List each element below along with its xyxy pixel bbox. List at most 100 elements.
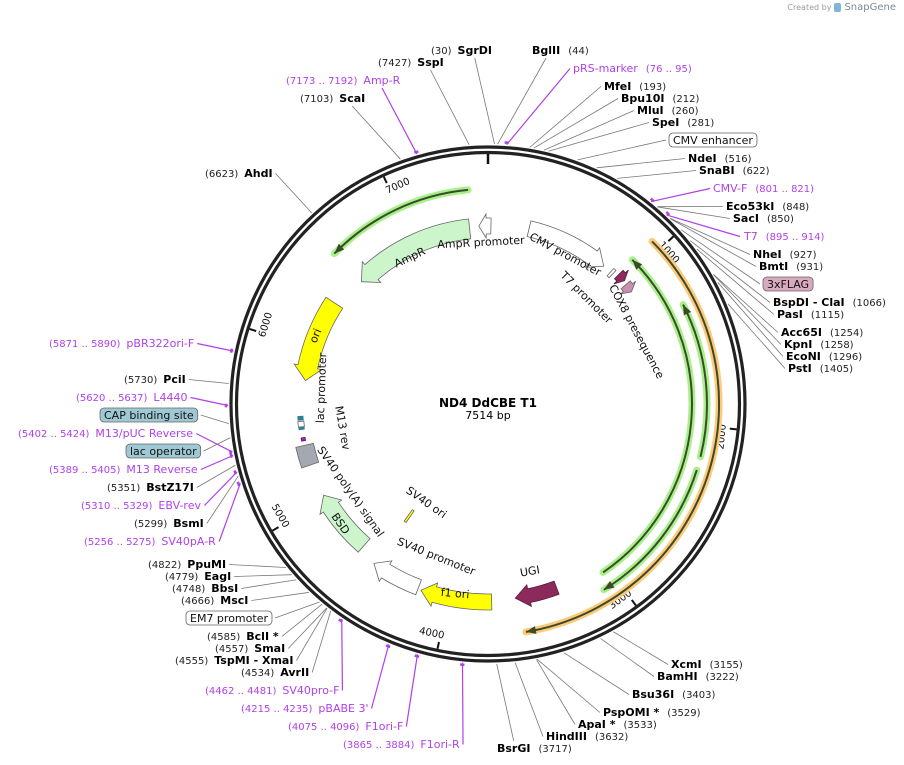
label-name: HindIII <box>546 730 587 743</box>
orf-arc[interactable] <box>600 466 701 594</box>
feature-sv40-promoter[interactable] <box>373 560 422 596</box>
primer-binding-mark[interactable] <box>236 481 241 487</box>
primer-binding-mark[interactable] <box>414 654 420 659</box>
enzyme-site-label[interactable]: MluI (260) <box>637 104 699 117</box>
enzyme-site-label[interactable]: NdeI (516) <box>688 152 752 165</box>
enzyme-site-label[interactable]: NheI (927) <box>753 248 817 261</box>
primer-binding-mark[interactable] <box>229 453 233 458</box>
enzyme-site-label[interactable]: (4534) AvrII <box>241 666 309 679</box>
primer-binding-mark[interactable] <box>228 449 233 456</box>
enzyme-site-label[interactable]: ApaI * (3533) <box>578 718 657 731</box>
feature-label[interactable]: ori <box>307 327 325 345</box>
enzyme-site-label[interactable]: (4557) SmaI <box>215 642 285 655</box>
feature-bsd[interactable] <box>319 494 371 553</box>
feature-box-cap-binding-site[interactable]: CAP binding site <box>99 407 199 423</box>
enzyme-site-label[interactable]: EcoNI (1296) <box>786 350 862 363</box>
feature-ugi[interactable] <box>514 580 560 608</box>
enzyme-site-label[interactable]: SacI (850) <box>733 212 794 225</box>
feature-3xflag[interactable] <box>618 280 636 295</box>
label-name: MluI <box>637 104 664 117</box>
enzyme-site-label[interactable]: (4555) TspMI - XmaI <box>175 654 293 667</box>
enzyme-site-label[interactable]: BsrGI (3717) <box>497 742 572 755</box>
enzyme-site-label[interactable]: BmtI (931) <box>759 260 823 273</box>
feature-box-3xflag[interactable]: 3xFLAG <box>762 276 814 292</box>
enzyme-site-label[interactable]: BspDI - ClaI (1066) <box>773 296 886 309</box>
primer-label[interactable]: (5256 .. 5275) SV40pA-R <box>84 535 216 548</box>
enzyme-site-label[interactable]: Bsu36I (3403) <box>632 688 716 701</box>
enzyme-site-label[interactable]: HindIII (3632) <box>546 730 628 743</box>
enzyme-site-label[interactable]: (30) SgrDI <box>431 44 492 57</box>
feature-box-cmv-enhancer[interactable]: CMV enhancer <box>668 132 758 148</box>
feature-box-lac-operator[interactable]: lac operator <box>125 443 202 459</box>
orf-arc[interactable] <box>522 237 723 636</box>
feature-sv40-ori[interactable] <box>403 509 415 524</box>
feature-cox8-presequence[interactable] <box>613 269 629 285</box>
enzyme-site-label[interactable]: (7427) SspI <box>378 56 444 69</box>
enzyme-site-label[interactable]: (4585) BclI * <box>207 630 279 643</box>
primer-label[interactable]: (4075 .. 4096) F1ori-F <box>288 720 403 733</box>
feature-label[interactable]: M13 rev <box>332 405 353 452</box>
feature-label[interactable]: AmpR promoter <box>437 234 525 252</box>
feature-label[interactable]: f1 ori <box>440 586 470 601</box>
enzyme-site-label[interactable]: (4748) BbsI <box>172 582 238 595</box>
primer-label[interactable]: (5402 .. 5424) M13/pUC Reverse <box>18 427 193 440</box>
feature-lac-promoter[interactable] <box>297 420 305 428</box>
feature-cmv-promoter[interactable] <box>526 220 605 268</box>
enzyme-site-label[interactable]: SnaBI (622) <box>699 164 770 177</box>
enzyme-site-label[interactable]: PstI (1405) <box>788 362 853 375</box>
enzyme-site-label[interactable]: PasI (1115) <box>777 308 844 321</box>
primer-label[interactable]: (5871 .. 5890) pBR322ori-F <box>49 337 194 350</box>
enzyme-site-label[interactable]: (5299) BsmI <box>134 517 204 530</box>
primer-label[interactable]: (5620 .. 5637) L4440 <box>76 391 188 404</box>
enzyme-site-label[interactable]: (4822) PpuMI <box>148 558 226 571</box>
enzyme-site-label[interactable]: (5351) BstZ17I <box>107 481 194 494</box>
feature-label[interactable]: lac promoter <box>314 352 329 423</box>
enzyme-site-label[interactable]: Eco53kI (848) <box>726 200 809 213</box>
primer-binding-mark[interactable] <box>385 644 391 649</box>
enzyme-site-label[interactable]: KpnI (1258) <box>784 338 854 351</box>
feature-ampr[interactable] <box>360 218 472 284</box>
enzyme-site-label[interactable]: (7103) ScaI <box>300 92 365 105</box>
feature-label[interactable]: UGI <box>519 563 541 579</box>
feature-box-em7-promoter[interactable]: EM7 promoter <box>185 610 273 626</box>
enzyme-site-label[interactable]: (4666) MscI <box>181 594 248 607</box>
primer-label[interactable]: (5389 .. 5405) M13 Reverse <box>49 463 198 476</box>
primer-binding-mark[interactable] <box>229 348 234 353</box>
orf-arc[interactable] <box>599 256 696 576</box>
feature-label[interactable]: SV40 promoter <box>395 535 477 578</box>
primer-binding-mark[interactable] <box>338 618 344 623</box>
primer-binding-mark[interactable] <box>233 470 237 475</box>
enzyme-site-label[interactable]: BamHI (3222) <box>657 670 739 683</box>
primer-label[interactable]: (4462 .. 4481) SV40pro-F <box>205 684 339 697</box>
orf-arc[interactable] <box>330 186 472 258</box>
primer-binding-mark[interactable] <box>665 211 671 216</box>
feature-m13-rev[interactable] <box>300 436 307 442</box>
primer-label[interactable]: (3865 .. 3884) F1ori-R <box>343 738 460 751</box>
feature-label[interactable]: T7 promoter <box>557 268 616 327</box>
feature-ampr-promoter[interactable] <box>478 212 492 240</box>
enzyme-site-label[interactable]: MfeI (193) <box>604 80 666 93</box>
feature-f1-ori[interactable] <box>420 582 493 611</box>
enzyme-site-label[interactable]: XcmI (3155) <box>671 658 743 671</box>
feature-ori[interactable] <box>293 296 344 382</box>
enzyme-site-label[interactable]: PspOMI * (3529) <box>603 706 701 719</box>
primer-label[interactable]: (4215 .. 4235) pBABE 3' <box>241 702 369 715</box>
primer-binding-mark[interactable] <box>413 150 419 154</box>
orf-arc[interactable] <box>679 301 711 461</box>
enzyme-site-label[interactable]: BglII (44) <box>532 44 589 57</box>
enzyme-site-label[interactable]: (6623) AhdI <box>205 167 273 180</box>
feature-sv40-poly-a-signal[interactable] <box>295 442 320 469</box>
enzyme-site-label[interactable]: SpeI (281) <box>652 116 714 129</box>
enzyme-site-label[interactable]: Acc65I (1254) <box>781 326 863 339</box>
enzyme-site-label[interactable]: Bpu10I (212) <box>621 92 699 105</box>
enzyme-site-label[interactable]: (4779) EagI <box>165 570 231 583</box>
enzyme-site-label[interactable]: (5730) PciI <box>124 373 186 386</box>
primer-label[interactable]: CMV-F (801 .. 821) <box>713 182 814 195</box>
feature-label[interactable]: COX8 presequence <box>606 282 667 381</box>
feature-t7-promoter[interactable] <box>606 267 617 279</box>
primer-label[interactable]: (7173 .. 7192) Amp-R <box>286 74 401 87</box>
primer-label[interactable]: (5310 .. 5329) EBV-rev <box>81 499 201 512</box>
primer-label[interactable]: T7 (895 .. 914) <box>743 230 825 243</box>
primer-label[interactable]: pRS-marker (76 .. 95) <box>573 62 692 75</box>
primer-binding-mark[interactable] <box>649 197 655 203</box>
